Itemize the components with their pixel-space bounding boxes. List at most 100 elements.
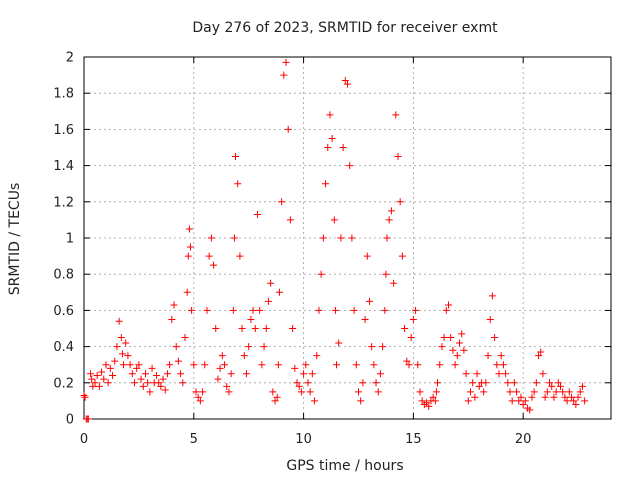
data-point [429, 393, 437, 401]
data-point [117, 334, 125, 342]
data-point [225, 388, 233, 396]
y-tick-label: 0.2 [53, 376, 74, 391]
data-point [199, 388, 207, 396]
data-point [194, 393, 202, 401]
chart-title: Day 276 of 2023, SRMTID for receiver exm… [192, 20, 498, 36]
data-point [341, 77, 349, 85]
data-point [552, 388, 560, 396]
data-point [236, 252, 244, 260]
y-tick-label: 0.4 [53, 340, 74, 355]
data-point [313, 352, 321, 360]
data-point [535, 352, 543, 360]
data-point [436, 361, 444, 369]
data-point [230, 234, 238, 242]
data-point [488, 292, 496, 300]
data-point [348, 234, 356, 242]
data-point [166, 361, 174, 369]
data-point [462, 370, 470, 378]
x-tick-label: 20 [515, 432, 532, 447]
data-point [207, 234, 215, 242]
data-point [262, 325, 270, 332]
data-point [88, 375, 96, 383]
data-point [517, 393, 525, 401]
data-point [504, 379, 512, 387]
data-point [240, 352, 248, 360]
data-point [286, 216, 294, 224]
data-point [382, 270, 390, 278]
data-point [113, 343, 121, 351]
data-point [403, 357, 411, 365]
data-point [359, 379, 367, 387]
data-point [212, 325, 220, 332]
x-tick-label: 5 [190, 432, 198, 447]
y-tick-label: 1.2 [53, 195, 74, 210]
data-point [291, 364, 299, 372]
data-point [515, 397, 523, 405]
data-point [357, 397, 365, 405]
data-point [401, 325, 409, 332]
y-tick-label: 1.6 [53, 123, 74, 138]
data-point [87, 370, 95, 378]
data-point [480, 388, 488, 396]
data-point [274, 361, 282, 369]
data-point [273, 393, 281, 401]
data-point [546, 379, 554, 387]
data-points [80, 58, 589, 423]
data-point [453, 352, 461, 360]
data-point [416, 388, 424, 396]
data-point [118, 350, 126, 358]
data-point [352, 361, 360, 369]
data-point [267, 279, 275, 287]
grid-lines [84, 57, 611, 419]
data-point [328, 134, 336, 142]
x-tick-label: 0 [80, 432, 88, 447]
data-point [409, 315, 417, 323]
data-point [282, 58, 290, 66]
data-point [91, 379, 99, 387]
data-point [469, 379, 477, 387]
data-point [223, 382, 231, 390]
data-point [370, 361, 378, 369]
data-point [245, 343, 253, 351]
data-point [372, 379, 380, 387]
data-point [537, 348, 545, 356]
data-point [556, 382, 564, 390]
data-point [486, 315, 494, 323]
data-point [376, 370, 384, 378]
data-point [258, 361, 266, 369]
data-point [434, 379, 442, 387]
data-point [247, 315, 255, 323]
data-point [390, 279, 398, 287]
data-point [379, 343, 387, 351]
data-point [493, 361, 501, 369]
data-point [350, 306, 358, 314]
data-point [192, 388, 200, 396]
data-point [256, 306, 264, 314]
data-point [280, 71, 288, 79]
data-point [100, 375, 108, 383]
data-point [473, 370, 481, 378]
data-point [81, 393, 89, 401]
data-point [128, 370, 136, 378]
data-point [530, 388, 538, 396]
data-point [425, 402, 433, 410]
data-point [392, 111, 400, 119]
data-point [293, 379, 301, 387]
data-point [188, 306, 196, 314]
data-point [361, 315, 369, 323]
data-point [414, 361, 422, 369]
data-point [221, 361, 229, 369]
data-point [445, 301, 453, 309]
data-point [269, 388, 277, 396]
data-point [543, 388, 551, 396]
data-point [521, 397, 529, 405]
data-point [407, 334, 415, 342]
data-point [249, 306, 257, 314]
data-point [205, 252, 213, 260]
data-point [550, 393, 558, 401]
data-point [304, 379, 312, 387]
data-point [214, 375, 222, 383]
data-point [111, 357, 119, 365]
data-point [539, 370, 547, 378]
